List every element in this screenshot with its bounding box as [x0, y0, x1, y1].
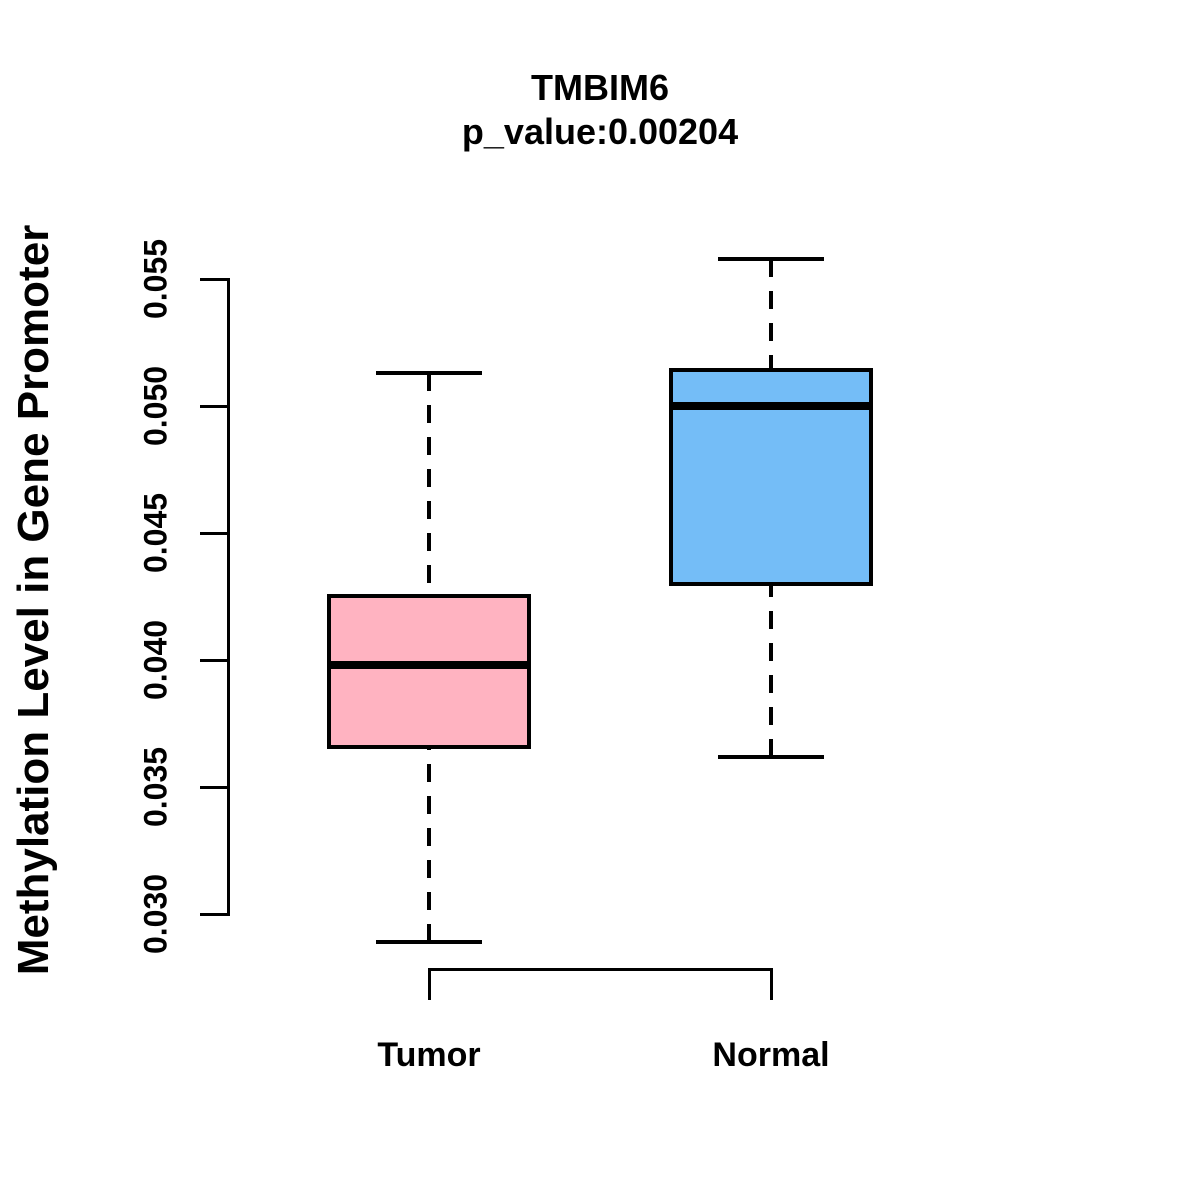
upper-whisker: [427, 372, 431, 594]
boxplot-box-normal: [669, 367, 873, 587]
y-tick-label: 0.055: [137, 238, 174, 320]
y-tick: [200, 913, 229, 916]
upper-whisker-cap: [376, 370, 482, 375]
x-category-label-tumor: Tumor: [377, 1036, 481, 1074]
boxplot-box-tumor: [327, 593, 531, 749]
median-line-normal: [669, 402, 873, 410]
upper-whisker-cap: [718, 256, 824, 261]
chart-subtitle: p_value:0.00204: [461, 111, 739, 152]
y-tick: [200, 659, 229, 662]
y-tick-label: 0.040: [137, 619, 174, 701]
y-tick: [200, 278, 229, 281]
x-category-label-normal: Normal: [712, 1036, 830, 1074]
chart-title: TMBIM6: [531, 67, 669, 108]
y-tick: [200, 405, 229, 408]
lower-whisker: [769, 586, 773, 757]
y-tick-label: 0.030: [137, 873, 174, 955]
chart-title-block: TMBIM6 p_value:0.00204: [0, 66, 1200, 154]
y-tick-label: 0.045: [137, 492, 174, 574]
y-axis-line: [227, 278, 230, 916]
y-tick-label: 0.035: [137, 746, 174, 828]
lower-whisker-cap: [376, 939, 482, 944]
lower-whisker: [427, 748, 431, 942]
y-tick-label: 0.050: [137, 365, 174, 447]
median-line-tumor: [327, 661, 531, 670]
y-tick: [200, 532, 229, 535]
y-tick: [200, 786, 229, 789]
x-axis-bracket: [428, 968, 773, 1000]
lower-whisker-cap: [718, 754, 824, 759]
upper-whisker: [769, 258, 773, 368]
